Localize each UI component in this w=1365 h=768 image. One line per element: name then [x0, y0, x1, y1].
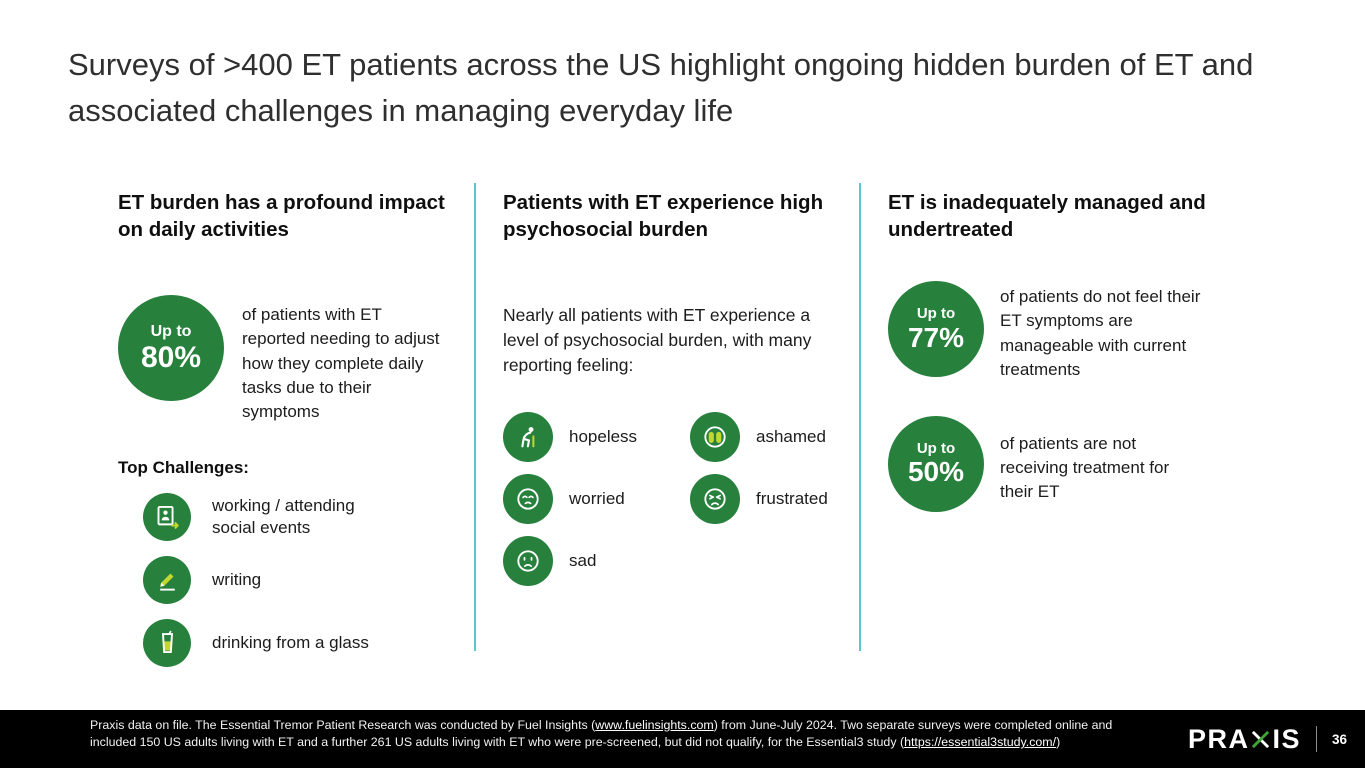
fuelinsights-link[interactable]: www.fuelinsights.com — [595, 718, 714, 732]
footnote-segment: ) — [1056, 735, 1061, 750]
stat-value: 50% — [907, 456, 965, 487]
stat-prefix: Up to — [916, 439, 956, 457]
stat-circle-80: Up to 80% — [118, 295, 224, 402]
praxis-logo-text: IS — [1272, 723, 1301, 754]
column-divider — [474, 183, 476, 651]
footer-logo-area: PRA IS 36 — [1188, 710, 1347, 768]
stat-77-row: Up to 77% of patients do not feel their … — [888, 281, 1243, 382]
feeling-label: ashamed — [756, 426, 826, 446]
stat-circle-50: Up to 50% — [888, 415, 984, 512]
feeling-item: ashamed — [690, 411, 877, 462]
column-daily-activities: ET burden has a profound impact on daily… — [118, 190, 466, 667]
ashamed-icon — [690, 411, 740, 462]
stat-circle-77: Up to 77% — [888, 281, 984, 378]
writing-icon — [143, 555, 191, 604]
feeling-label: worried — [569, 488, 625, 508]
feelings-grid: hopeless ashamed — [503, 411, 851, 586]
working-social-events-icon — [143, 492, 191, 541]
stat-description: of patients do not feel their ET symptom… — [1000, 287, 1201, 379]
footnote-segment: Praxis data on file. The Essential Tremo… — [90, 718, 596, 732]
sad-icon — [503, 535, 553, 586]
challenge-label: writing — [212, 569, 262, 589]
stat-value: 77% — [907, 321, 965, 353]
column-heading: ET burden has a profound impact on daily… — [118, 191, 445, 241]
column-psychosocial-burden: Patients with ET experience high psychos… — [503, 190, 851, 586]
stat-50-row: Up to 50% of patients are not receiving … — [888, 415, 1243, 512]
feeling-label: frustrated — [756, 488, 828, 508]
footnote-text: Praxis data on file. The Essential Tremo… — [90, 717, 1130, 752]
essential3study-link[interactable]: https://essential3study.com/ — [904, 735, 1057, 750]
hopeless-icon — [503, 411, 553, 462]
column-heading: Patients with ET experience high psychos… — [503, 191, 824, 241]
footer-divider — [1315, 726, 1317, 752]
page-number: 36 — [1331, 731, 1347, 747]
challenge-label: working / attending social events — [212, 495, 355, 537]
feeling-item: sad — [503, 535, 690, 586]
feeling-label: hopeless — [569, 426, 638, 446]
column-heading: ET is inadequately managed and undertrea… — [888, 191, 1206, 241]
feeling-item: worried — [503, 473, 690, 524]
challenge-item: writing — [143, 555, 466, 604]
frustrated-icon — [690, 473, 740, 524]
challenge-item: drinking from a glass — [143, 618, 466, 667]
psychosocial-intro-text: Nearly all patients with ET experience a… — [503, 305, 812, 375]
stat-prefix: Up to — [150, 322, 192, 340]
stat-80-row: Up to 80% of patients with ET reported n… — [118, 295, 466, 424]
praxis-x-icon — [1250, 729, 1271, 750]
top-challenges-label: Top Challenges: — [118, 457, 249, 477]
stat-description: of patients are not receiving treatment … — [1000, 433, 1170, 502]
worried-icon — [503, 473, 553, 524]
challenge-label: drinking from a glass — [212, 632, 369, 652]
challenge-item: working / attending social events — [143, 492, 466, 541]
footnote-segment: ) from June-July 2024. Two separate surv… — [90, 718, 1113, 750]
column-undertreated: ET is inadequately managed and undertrea… — [888, 190, 1243, 512]
feeling-item: frustrated — [690, 473, 877, 524]
stat-prefix: Up to — [916, 305, 956, 323]
column-divider — [859, 183, 861, 651]
feeling-item: hopeless — [503, 411, 690, 462]
footer: Praxis data on file. The Essential Tremo… — [0, 710, 1365, 768]
feeling-label: sad — [569, 550, 597, 570]
stat-description: of patients with ET reported needing to … — [242, 305, 440, 421]
slide-title: Surveys of >400 ET patients across the U… — [68, 47, 1254, 128]
praxis-logo: PRA IS — [1188, 724, 1301, 755]
stat-value: 80% — [140, 340, 202, 374]
drinking-glass-icon — [143, 618, 191, 667]
praxis-logo-text: PRA — [1187, 723, 1250, 754]
